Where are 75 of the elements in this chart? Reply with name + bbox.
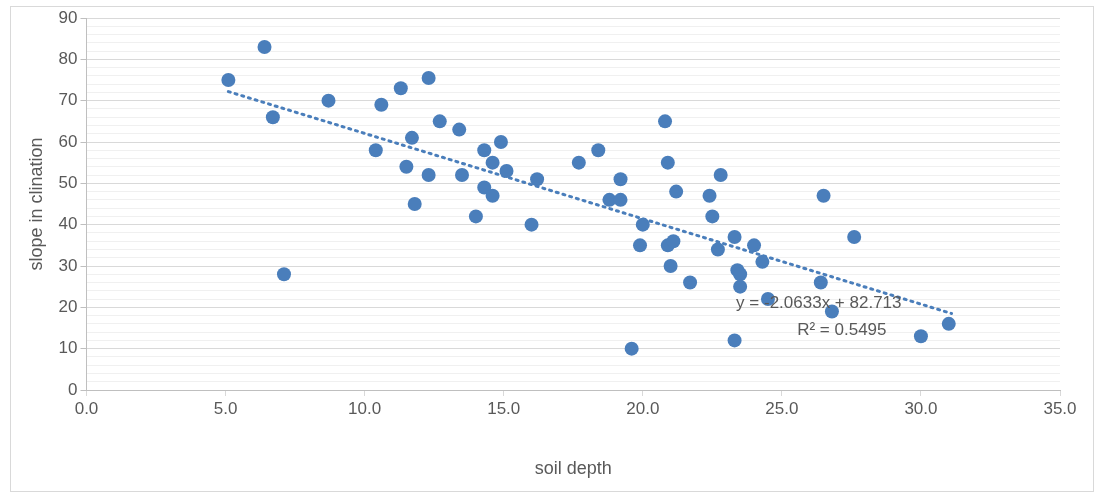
y-tick-label: 40 xyxy=(58,214,78,234)
point xyxy=(635,217,650,232)
point xyxy=(666,234,681,249)
point xyxy=(813,275,828,290)
point xyxy=(571,155,586,170)
point xyxy=(727,333,742,348)
x-tick-label: 0.0 xyxy=(74,398,99,418)
point xyxy=(485,188,500,203)
point xyxy=(847,230,862,245)
point xyxy=(658,114,673,129)
x-tick-label: 5.0 xyxy=(213,398,238,418)
point xyxy=(755,254,770,269)
point xyxy=(221,73,236,87)
x-tick-label: 10.0 xyxy=(348,398,382,418)
point xyxy=(493,135,508,149)
annotation: R² = 0.5495 xyxy=(797,320,887,340)
point xyxy=(477,143,492,158)
point xyxy=(747,238,762,253)
point xyxy=(421,168,436,183)
point xyxy=(407,197,422,211)
x-tick-label: 15.0 xyxy=(487,398,521,418)
point xyxy=(368,143,383,158)
point xyxy=(421,70,436,85)
x-axis-title: soil depth xyxy=(534,458,612,479)
x-tick-label: 25.0 xyxy=(765,398,799,418)
point xyxy=(530,172,545,187)
point xyxy=(452,122,467,137)
point xyxy=(321,93,336,108)
point xyxy=(485,155,500,170)
point xyxy=(660,155,675,170)
x-tick-label: 35.0 xyxy=(1043,398,1077,418)
point xyxy=(477,180,492,195)
x-tick-label: 30.0 xyxy=(904,398,938,418)
point xyxy=(613,192,628,207)
y-tick-label: 50 xyxy=(58,173,78,193)
point xyxy=(727,230,742,245)
y-tick-label: 20 xyxy=(58,297,78,317)
point xyxy=(733,267,748,282)
x-tick-label: 20.0 xyxy=(626,398,660,418)
point xyxy=(257,39,272,54)
point xyxy=(276,267,291,282)
point xyxy=(455,168,469,183)
point xyxy=(816,188,831,203)
y-tick-label: 60 xyxy=(58,131,78,151)
point xyxy=(613,172,628,187)
y-tick-label: 70 xyxy=(58,90,78,110)
point xyxy=(733,279,748,294)
point xyxy=(393,81,408,96)
point xyxy=(265,110,280,125)
point xyxy=(468,209,483,224)
point xyxy=(713,168,728,183)
point xyxy=(591,143,606,158)
point xyxy=(624,341,639,356)
y-tick-label: 0 xyxy=(68,379,78,399)
y-tick-label: 30 xyxy=(58,255,78,275)
point xyxy=(683,275,698,290)
point xyxy=(524,217,539,232)
point xyxy=(710,242,725,257)
point xyxy=(913,329,928,344)
point xyxy=(432,114,447,129)
y-tick-label: 80 xyxy=(58,49,78,69)
point xyxy=(663,259,678,273)
point xyxy=(705,209,720,224)
y-tick-label: 90 xyxy=(58,7,78,27)
point xyxy=(602,192,617,207)
point xyxy=(702,188,717,203)
point xyxy=(633,238,648,253)
y-tick-label: 10 xyxy=(58,338,78,358)
point xyxy=(374,97,389,112)
point xyxy=(404,130,419,145)
point xyxy=(399,159,414,174)
point xyxy=(499,163,514,178)
point xyxy=(941,316,956,331)
y-axis-title: slope in clination xyxy=(25,137,46,271)
point xyxy=(669,184,684,199)
